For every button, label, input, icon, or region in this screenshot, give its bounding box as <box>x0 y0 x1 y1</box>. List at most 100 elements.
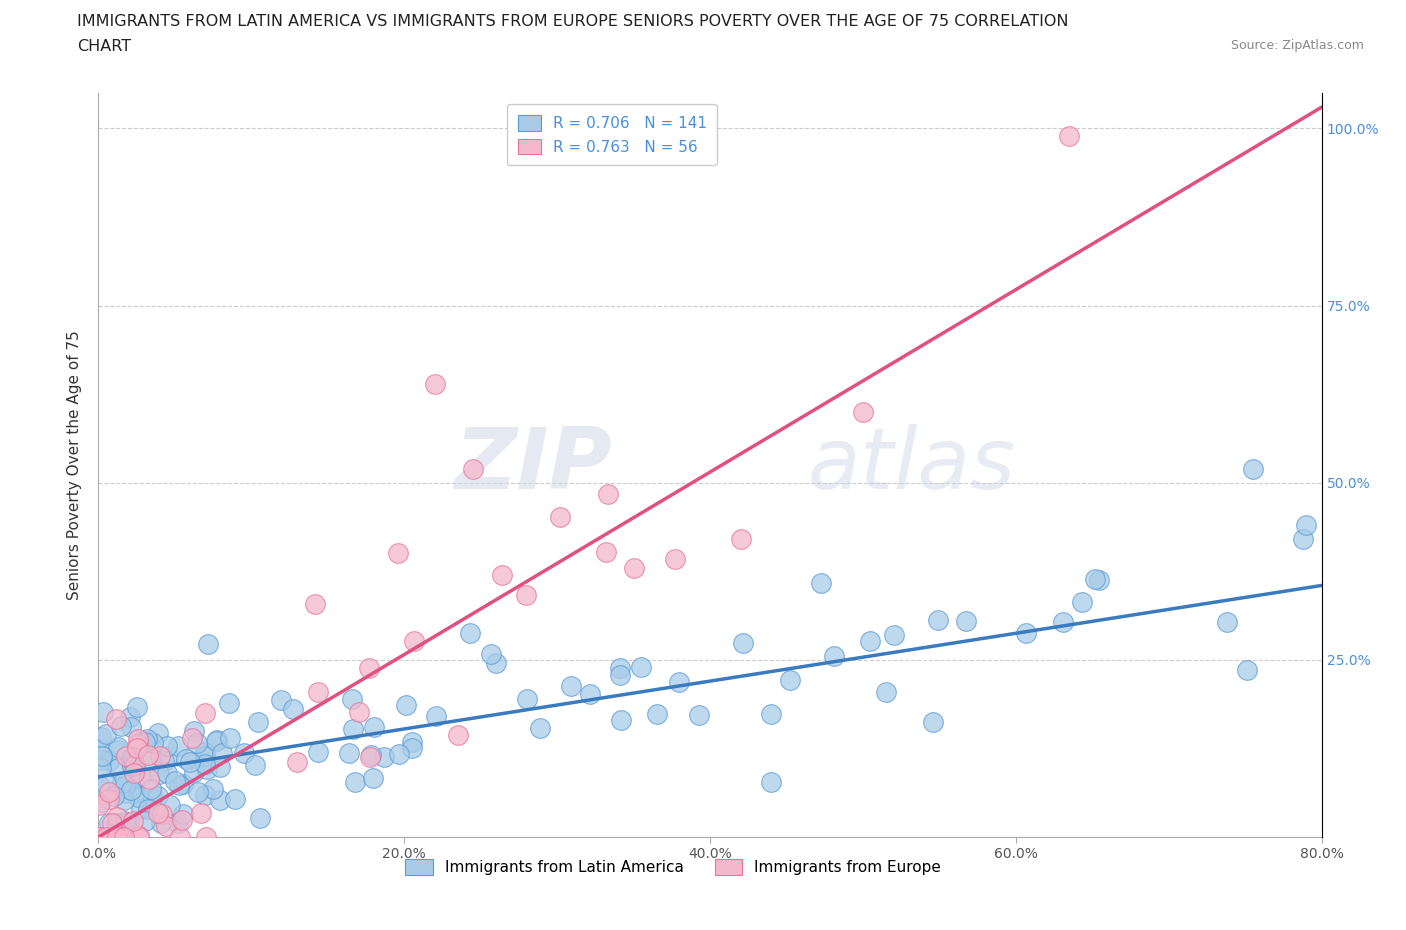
Point <box>134 735 156 750</box>
Point <box>361 770 384 785</box>
Point <box>121 814 143 829</box>
Point <box>479 646 502 661</box>
Point <box>138 748 160 763</box>
Point <box>135 732 157 747</box>
Point <box>90 760 112 775</box>
Point <box>186 736 208 751</box>
Point <box>1292 531 1315 546</box>
Point <box>955 614 977 629</box>
Point <box>131 769 153 784</box>
Point <box>927 612 949 627</box>
Point <box>388 746 411 761</box>
Point <box>668 674 690 689</box>
Point <box>90 730 112 745</box>
Point <box>148 805 170 820</box>
Point <box>90 795 112 810</box>
Point <box>810 575 832 590</box>
Point <box>169 830 191 844</box>
Point <box>187 785 209 800</box>
Point <box>458 626 481 641</box>
Point <box>91 752 114 767</box>
Point <box>142 791 165 806</box>
Point <box>516 692 538 707</box>
Point <box>90 748 112 763</box>
Point <box>149 749 172 764</box>
Point <box>548 510 571 525</box>
Point <box>731 635 754 650</box>
Point <box>181 730 204 745</box>
Point <box>447 727 470 742</box>
Point <box>363 719 385 734</box>
Point <box>167 777 190 792</box>
Point <box>166 739 188 754</box>
Point <box>560 679 582 694</box>
Point <box>1215 615 1237 630</box>
Point <box>308 685 330 700</box>
Point <box>155 819 177 834</box>
Point <box>127 732 149 747</box>
Point <box>219 730 242 745</box>
Point <box>142 736 165 751</box>
Point <box>90 741 112 756</box>
Point <box>779 672 801 687</box>
Point <box>179 754 201 769</box>
Point <box>111 776 134 790</box>
Point <box>194 705 217 720</box>
Point <box>128 830 150 844</box>
Point <box>103 788 125 803</box>
Point <box>105 809 128 824</box>
Point <box>349 704 371 719</box>
Point <box>101 816 124 830</box>
Text: atlas: atlas <box>808 423 1017 507</box>
Point <box>108 780 131 795</box>
Point <box>208 792 231 807</box>
Point <box>118 816 141 830</box>
Point <box>134 814 156 829</box>
Point <box>609 668 631 683</box>
Point <box>201 781 224 796</box>
Point <box>94 727 117 742</box>
Point <box>195 830 218 844</box>
Point <box>1070 594 1092 609</box>
Point <box>125 700 148 715</box>
Point <box>218 696 240 711</box>
Point <box>122 765 145 780</box>
Point <box>98 816 121 830</box>
Point <box>127 740 149 755</box>
Point <box>859 633 882 648</box>
Point <box>360 748 382 763</box>
Point <box>139 754 162 769</box>
Point <box>120 720 142 735</box>
Point <box>172 777 194 791</box>
Point <box>1052 615 1074 630</box>
Point <box>120 783 142 798</box>
Point <box>1088 573 1111 588</box>
Point <box>174 751 197 766</box>
Point <box>209 759 232 774</box>
Point <box>114 813 136 828</box>
Point <box>94 777 117 791</box>
Point <box>120 710 142 724</box>
Point <box>921 714 943 729</box>
Point <box>630 659 652 674</box>
Point <box>645 707 668 722</box>
Point <box>170 813 193 828</box>
Point <box>96 830 118 844</box>
Point <box>138 772 160 787</box>
Point <box>136 802 159 817</box>
Point <box>491 568 513 583</box>
Point <box>159 798 181 813</box>
Point <box>243 758 266 773</box>
Point <box>395 698 418 712</box>
Point <box>107 740 129 755</box>
Point <box>598 486 620 501</box>
Point <box>91 704 114 719</box>
Point <box>211 746 233 761</box>
Point <box>129 801 152 816</box>
Legend: Immigrants from Latin America, Immigrants from Europe: Immigrants from Latin America, Immigrant… <box>399 853 948 882</box>
Point <box>623 560 645 575</box>
Point <box>194 788 217 803</box>
Point <box>307 745 329 760</box>
Point <box>97 753 120 768</box>
Point <box>688 708 710 723</box>
